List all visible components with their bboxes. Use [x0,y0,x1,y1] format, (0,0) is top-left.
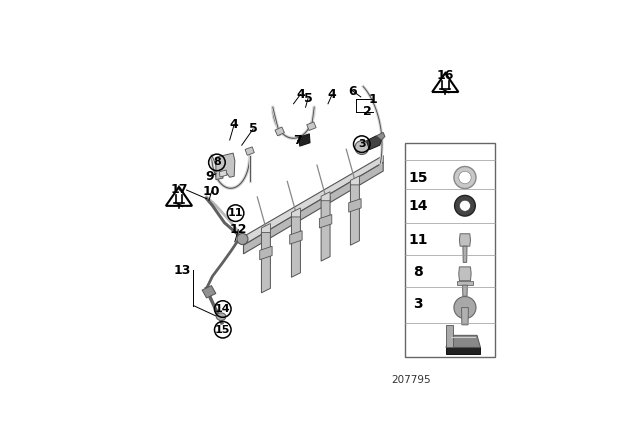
Text: 2: 2 [363,105,371,118]
Text: 12: 12 [230,223,247,236]
Text: 4: 4 [296,88,305,101]
Polygon shape [216,153,235,180]
Text: 1: 1 [369,93,377,106]
Polygon shape [376,133,385,140]
FancyBboxPatch shape [404,143,495,357]
Text: 5: 5 [249,122,257,135]
Text: 207795: 207795 [391,375,431,385]
Polygon shape [446,347,481,353]
Text: 3: 3 [358,139,365,149]
Circle shape [454,167,476,189]
Polygon shape [290,231,302,244]
Polygon shape [291,208,300,217]
Polygon shape [260,246,272,260]
Circle shape [460,200,470,211]
Text: 10: 10 [203,185,221,198]
Circle shape [459,171,471,184]
Polygon shape [261,228,270,293]
Polygon shape [321,192,330,201]
Polygon shape [202,285,216,298]
Text: 13: 13 [173,264,191,277]
Polygon shape [261,224,270,233]
Polygon shape [275,127,284,136]
Polygon shape [307,122,316,130]
Text: 14: 14 [408,199,428,213]
Text: 3: 3 [413,297,422,311]
Polygon shape [460,234,470,246]
Polygon shape [349,198,361,212]
Text: 16: 16 [436,69,454,82]
Text: 6: 6 [349,85,357,98]
Polygon shape [459,267,471,281]
Text: 15: 15 [215,325,230,335]
Polygon shape [299,134,310,146]
Polygon shape [458,281,472,285]
Ellipse shape [216,313,226,320]
Text: 17: 17 [170,183,188,196]
Polygon shape [321,196,330,261]
Polygon shape [463,285,467,296]
Polygon shape [351,181,360,245]
Text: 4: 4 [230,118,239,131]
Circle shape [454,195,476,216]
Text: 9: 9 [205,170,214,183]
Circle shape [355,141,369,155]
Polygon shape [217,166,227,175]
Circle shape [237,233,248,245]
Text: 5: 5 [303,92,312,105]
Polygon shape [351,176,360,185]
Text: 8: 8 [213,157,221,168]
Polygon shape [245,147,254,155]
Circle shape [454,297,476,319]
Text: 14: 14 [215,304,230,314]
Polygon shape [446,335,481,347]
Text: 11: 11 [228,208,243,218]
Text: 7: 7 [293,134,302,147]
Polygon shape [319,215,332,228]
Polygon shape [243,155,383,245]
Polygon shape [243,163,383,254]
Text: 8: 8 [413,265,422,279]
Text: 4: 4 [328,88,337,101]
Polygon shape [446,325,453,347]
Text: 15: 15 [408,171,428,185]
Polygon shape [463,246,467,263]
Polygon shape [367,136,381,150]
Polygon shape [461,308,468,325]
Polygon shape [220,170,227,177]
Polygon shape [291,212,300,277]
Text: 11: 11 [408,233,428,247]
